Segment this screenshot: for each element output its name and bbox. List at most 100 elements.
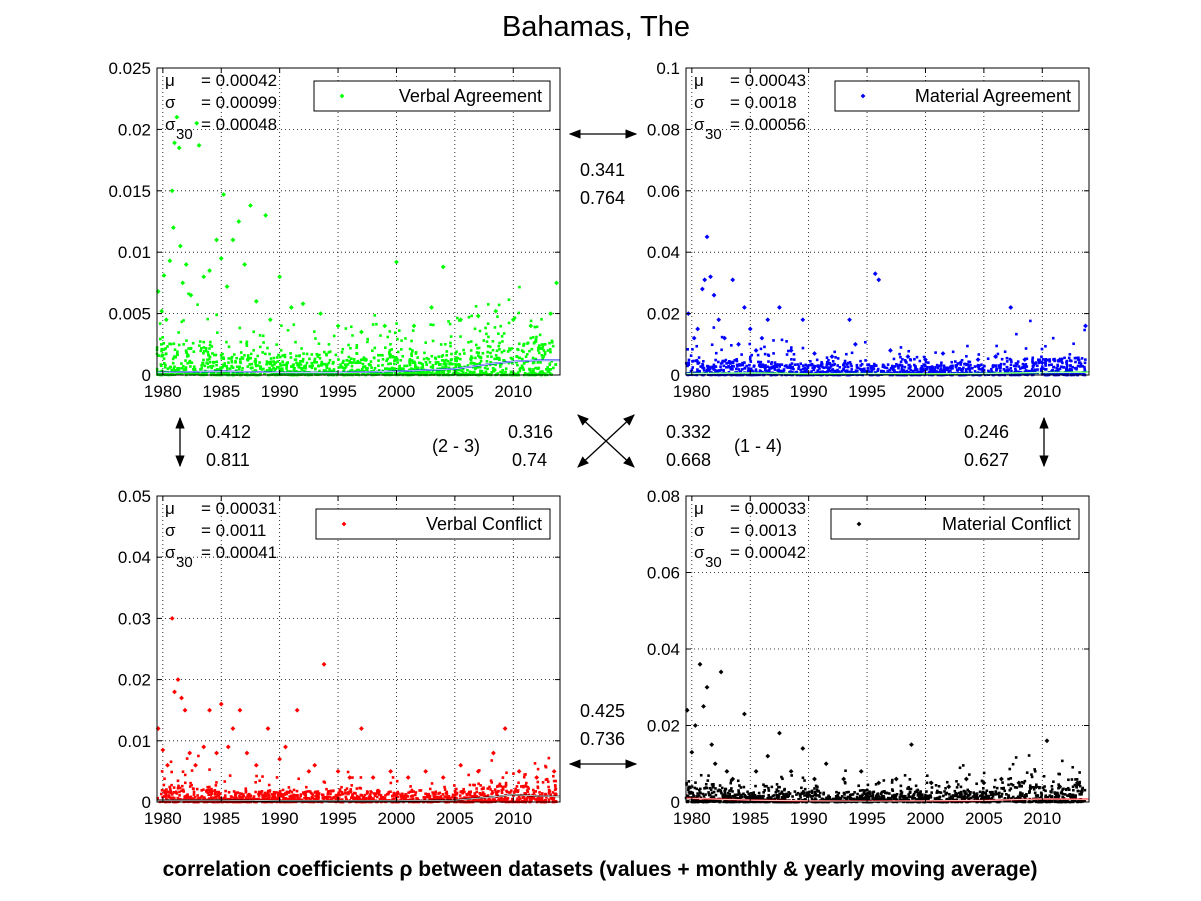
plot-area bbox=[686, 68, 1089, 375]
data-point bbox=[733, 359, 737, 362]
data-point bbox=[468, 783, 472, 787]
data-point bbox=[313, 367, 317, 371]
data-point bbox=[306, 797, 310, 800]
data-point bbox=[471, 356, 474, 360]
data-point bbox=[759, 360, 763, 364]
data-point bbox=[481, 799, 484, 803]
data-point bbox=[536, 780, 540, 784]
data-point bbox=[158, 322, 162, 325]
data-point bbox=[188, 292, 194, 298]
data-point bbox=[219, 366, 222, 370]
data-point bbox=[422, 370, 426, 373]
data-point bbox=[516, 371, 520, 374]
data-point bbox=[483, 797, 487, 801]
data-point bbox=[524, 773, 527, 776]
data-point bbox=[986, 357, 990, 361]
data-point bbox=[1044, 368, 1047, 371]
data-point bbox=[164, 352, 168, 355]
data-point bbox=[433, 372, 437, 376]
data-point bbox=[304, 798, 308, 801]
data-point bbox=[235, 796, 238, 800]
data-point bbox=[703, 787, 706, 790]
data-point bbox=[1016, 362, 1019, 366]
data-point bbox=[902, 369, 906, 372]
data-point bbox=[445, 792, 448, 795]
data-point bbox=[162, 348, 166, 351]
data-point bbox=[344, 788, 347, 792]
data-point bbox=[245, 344, 249, 348]
data-point bbox=[244, 791, 248, 794]
data-point bbox=[178, 794, 181, 797]
data-point bbox=[440, 371, 444, 374]
data-point bbox=[484, 370, 488, 374]
data-point bbox=[1083, 365, 1086, 369]
data-point bbox=[402, 372, 406, 376]
data-point bbox=[719, 365, 722, 368]
grid-lines bbox=[157, 495, 560, 803]
data-point bbox=[349, 325, 353, 329]
data-point bbox=[473, 362, 477, 366]
data-point bbox=[548, 311, 554, 316]
data-point bbox=[835, 370, 838, 374]
data-point bbox=[810, 370, 813, 373]
yearly-average-line bbox=[157, 794, 561, 802]
data-point bbox=[552, 797, 555, 801]
data-point bbox=[541, 781, 545, 784]
data-point bbox=[164, 363, 167, 367]
data-point bbox=[495, 349, 499, 353]
data-point bbox=[268, 789, 272, 792]
data-point bbox=[845, 352, 848, 356]
data-point bbox=[447, 366, 451, 370]
data-point bbox=[526, 790, 530, 793]
data-point bbox=[278, 362, 282, 365]
data-point bbox=[516, 797, 519, 801]
data-point bbox=[285, 790, 289, 794]
data-point bbox=[258, 345, 262, 349]
data-point bbox=[263, 791, 267, 795]
data-point bbox=[293, 366, 296, 370]
data-point bbox=[691, 348, 694, 351]
data-point bbox=[393, 359, 396, 363]
data-point bbox=[311, 364, 314, 368]
data-point bbox=[998, 369, 1002, 373]
data-point bbox=[408, 790, 412, 794]
data-point bbox=[722, 368, 725, 372]
data-point bbox=[532, 368, 535, 371]
data-point bbox=[315, 352, 319, 356]
data-point bbox=[764, 364, 767, 367]
data-point bbox=[313, 361, 316, 364]
data-point bbox=[828, 366, 832, 369]
data-point bbox=[352, 796, 355, 799]
data-point bbox=[276, 794, 280, 797]
data-point bbox=[964, 369, 968, 373]
data-point bbox=[366, 791, 369, 794]
data-point bbox=[428, 794, 432, 798]
data-point bbox=[981, 370, 985, 373]
data-point bbox=[190, 769, 194, 772]
data-point bbox=[939, 791, 943, 794]
data-point bbox=[424, 341, 427, 344]
data-point bbox=[736, 793, 739, 796]
data-point bbox=[169, 789, 172, 793]
data-point bbox=[270, 793, 274, 796]
data-point bbox=[506, 350, 510, 353]
data-point bbox=[172, 342, 176, 346]
data-point bbox=[951, 367, 954, 370]
data-point bbox=[538, 372, 542, 375]
data-point bbox=[946, 366, 950, 370]
data-point bbox=[262, 367, 265, 371]
data-point bbox=[814, 797, 817, 800]
data-point bbox=[1064, 369, 1068, 373]
data-point bbox=[358, 369, 362, 373]
data-point bbox=[454, 790, 457, 794]
data-point bbox=[347, 355, 351, 359]
data-point bbox=[430, 782, 434, 785]
data-point bbox=[328, 367, 331, 371]
data-point bbox=[230, 726, 236, 731]
data-point bbox=[705, 368, 709, 372]
y-tick-label: 0.01 bbox=[118, 732, 151, 751]
data-point bbox=[450, 358, 453, 361]
data-point bbox=[171, 357, 175, 361]
data-point bbox=[516, 769, 522, 774]
data-point bbox=[395, 356, 398, 360]
